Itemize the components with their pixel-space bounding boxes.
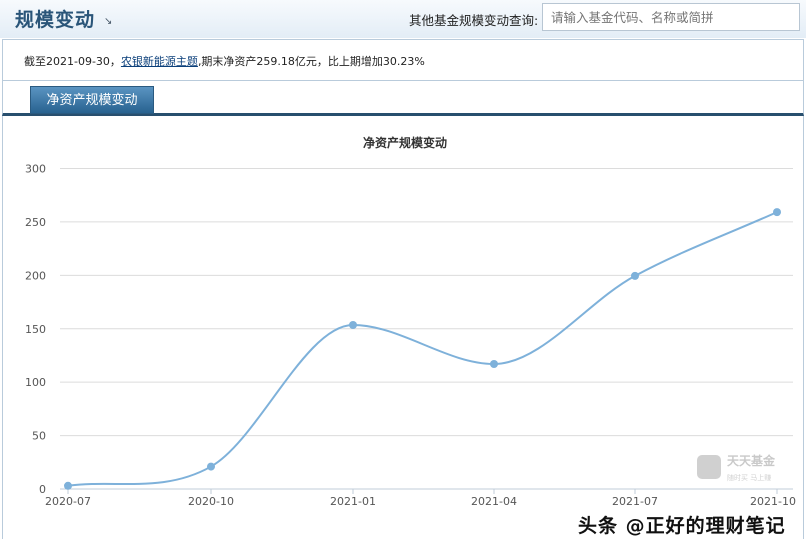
summary-text: 截至2021-09-30，农银新能源主题,期末净资产259.18亿元，比上期增加… xyxy=(24,53,425,69)
fund-search-input[interactable] xyxy=(542,3,800,31)
y-tick-label: 0 xyxy=(39,483,46,496)
summary-prefix: 截至2021-09-30， xyxy=(24,55,121,68)
x-tick-label: 2020-10 xyxy=(188,495,234,508)
y-tick-label: 200 xyxy=(25,269,46,282)
page-header: 规模变动 ↘ 其他基金规模变动查询: xyxy=(0,0,806,38)
y-tick-label: 250 xyxy=(25,216,46,229)
x-tick-label: 2021-07 xyxy=(612,495,658,508)
x-tick-label: 2020-07 xyxy=(45,495,91,508)
tab-bar: 净资产规模变动 xyxy=(2,81,804,116)
y-tick-label: 100 xyxy=(25,376,46,389)
net-asset-chart: 净资产规模变动 0 50 100 150 200 250 300 2020-07 2020-10… xyxy=(25,135,796,508)
data-point[interactable] xyxy=(349,321,357,330)
arrow-icon: ↘ xyxy=(104,16,113,27)
data-point[interactable] xyxy=(773,208,781,217)
logo-name: 天天基金 xyxy=(727,453,776,468)
query-label: 其他基金规模变动查询: xyxy=(409,13,539,28)
x-tick-label: 2021-04 xyxy=(471,495,517,508)
tiantian-fund-logo: 天天基金 随时买 马上赚 xyxy=(697,453,776,482)
chart-title: 净资产规模变动 xyxy=(363,135,447,150)
summary-suffix: ,期末净资产259.18亿元，比上期增加30.23% xyxy=(197,55,425,68)
chart-panel: 净资产规模变动 0 50 100 150 200 250 300 2020-07 2020-10… xyxy=(2,116,804,539)
y-tick-label: 150 xyxy=(25,323,46,336)
y-tick-label: 50 xyxy=(32,430,46,443)
x-tick-label: 2021-01 xyxy=(330,495,376,508)
fund-name-link[interactable]: 农银新能源主题 xyxy=(120,55,198,68)
page-title: 规模变动 xyxy=(15,9,96,31)
data-point[interactable] xyxy=(631,271,639,280)
x-tick-label: 2021-10 xyxy=(750,495,796,508)
data-point[interactable] xyxy=(490,360,498,369)
data-point[interactable] xyxy=(207,462,215,471)
y-tick-label: 300 xyxy=(25,163,46,176)
data-point[interactable] xyxy=(64,481,72,490)
tab-net-asset-change[interactable]: 净资产规模变动 xyxy=(30,86,154,114)
logo-tagline: 随时买 马上赚 xyxy=(727,473,771,482)
watermark: 头条 @正好的理财笔记 xyxy=(578,515,786,537)
summary-panel: 截至2021-09-30，农银新能源主题,期末净资产259.18亿元，比上期增加… xyxy=(2,39,804,81)
series-line xyxy=(67,211,778,487)
